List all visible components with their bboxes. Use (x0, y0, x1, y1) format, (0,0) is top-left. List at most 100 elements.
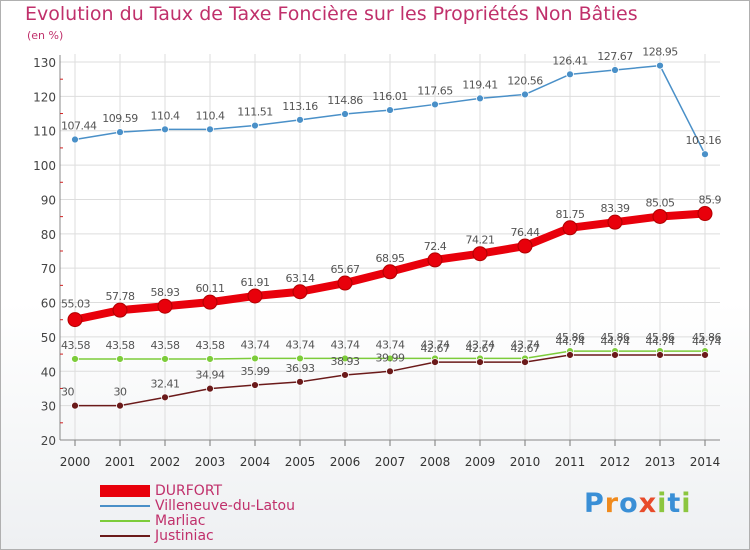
data-point (382, 264, 398, 280)
x-tick-label: 2005 (285, 455, 316, 469)
y-tick-label: 50 (41, 331, 56, 345)
data-point (697, 206, 713, 222)
legend-label: Marliac (155, 513, 206, 529)
data-point (701, 351, 709, 359)
x-tick-label: 2000 (60, 455, 91, 469)
y-tick-label: 60 (41, 297, 56, 311)
legend-label: DURFORT (155, 483, 223, 499)
data-label: 32.41 (151, 377, 180, 390)
y-tick-label: 100 (33, 159, 56, 173)
data-label: 44.74 (646, 335, 675, 348)
data-label: 85.05 (646, 196, 675, 209)
data-point (386, 354, 394, 363)
data-point (341, 354, 349, 363)
data-label: 103.16 (686, 134, 722, 147)
data-label: 38.93 (331, 355, 360, 368)
data-point (521, 90, 529, 99)
data-label: 74.21 (466, 234, 495, 247)
data-label: 43.74 (286, 338, 315, 351)
data-point (206, 384, 214, 393)
data-label: 43.58 (196, 339, 225, 352)
data-label: 42.67 (511, 342, 540, 355)
data-point (476, 358, 484, 366)
x-tick-label: 2013 (645, 455, 676, 469)
data-label: 45.86 (601, 331, 630, 344)
data-label: 116.01 (372, 90, 408, 103)
data-label: 43.58 (61, 339, 90, 352)
data-label: 127.67 (597, 50, 633, 63)
data-label: 113.16 (282, 100, 318, 113)
data-point (427, 252, 443, 268)
x-tick-label: 2001 (105, 455, 136, 469)
data-label: 42.67 (466, 342, 495, 355)
data-point (157, 298, 173, 314)
data-label: 44.74 (692, 335, 721, 348)
y-tick-label: 90 (41, 193, 56, 207)
data-label: 65.67 (331, 263, 360, 276)
legend-label: Justiniac (155, 528, 214, 544)
data-label: 111.51 (237, 106, 273, 119)
data-label: 43.74 (466, 338, 495, 351)
data-label: 120.56 (507, 74, 543, 87)
data-label: 35.99 (241, 365, 270, 378)
y-tick-label: 20 (41, 434, 56, 448)
data-label: 36.93 (286, 362, 315, 375)
data-label: 43.74 (376, 338, 405, 351)
legend-swatch (100, 505, 150, 507)
data-label: 68.95 (376, 252, 405, 265)
data-point (71, 401, 79, 410)
data-point (247, 288, 263, 304)
data-label: 57.78 (106, 290, 135, 303)
data-point (206, 355, 214, 363)
data-point (116, 355, 124, 363)
data-point (386, 106, 394, 114)
x-tick-label: 2007 (375, 455, 406, 469)
data-point (206, 125, 214, 134)
data-point (656, 61, 664, 70)
data-label: 45.86 (646, 331, 675, 344)
data-point (611, 66, 619, 74)
y-tick-label: 70 (41, 262, 56, 276)
y-tick-label: 30 (41, 400, 56, 414)
data-label: 61.91 (241, 276, 270, 289)
proxiti-logo: Proxiti (584, 488, 692, 519)
data-point (566, 70, 574, 79)
legend-swatch (100, 520, 150, 522)
data-label: 60.11 (196, 282, 225, 295)
data-point (701, 150, 709, 159)
data-label: 126.41 (552, 54, 588, 67)
data-point (67, 312, 83, 328)
chart-title: Evolution du Taux de Taxe Foncière sur l… (25, 3, 638, 25)
legend-swatch (100, 485, 150, 497)
data-point (112, 302, 128, 318)
x-tick-label: 2003 (195, 455, 226, 469)
data-label: 81.75 (556, 208, 585, 221)
x-tick-label: 2009 (465, 455, 496, 469)
x-tick-label: 2006 (330, 455, 361, 469)
data-point (251, 121, 259, 130)
y-tick-label: 110 (33, 125, 56, 139)
data-point (71, 355, 79, 363)
data-label: 119.41 (462, 78, 498, 91)
data-point (161, 125, 169, 134)
data-label: 117.65 (417, 84, 453, 97)
data-label: 83.39 (601, 202, 630, 215)
data-point (292, 284, 308, 300)
data-point (472, 246, 488, 262)
data-label: 43.74 (511, 338, 540, 351)
data-point (341, 110, 349, 118)
data-label: 30 (114, 386, 127, 399)
data-point (652, 208, 668, 224)
data-label: 85.9 (699, 194, 722, 207)
data-point (296, 377, 304, 386)
legend-swatch (100, 535, 150, 537)
data-point (161, 355, 169, 363)
data-label: 44.74 (556, 335, 585, 348)
data-point (611, 351, 619, 359)
data-label: 43.74 (421, 338, 450, 351)
data-label: 34.94 (196, 369, 225, 382)
data-label: 109.59 (102, 112, 138, 125)
data-label: 44.74 (601, 335, 630, 348)
x-tick-label: 2002 (150, 455, 181, 469)
data-point (116, 401, 124, 410)
